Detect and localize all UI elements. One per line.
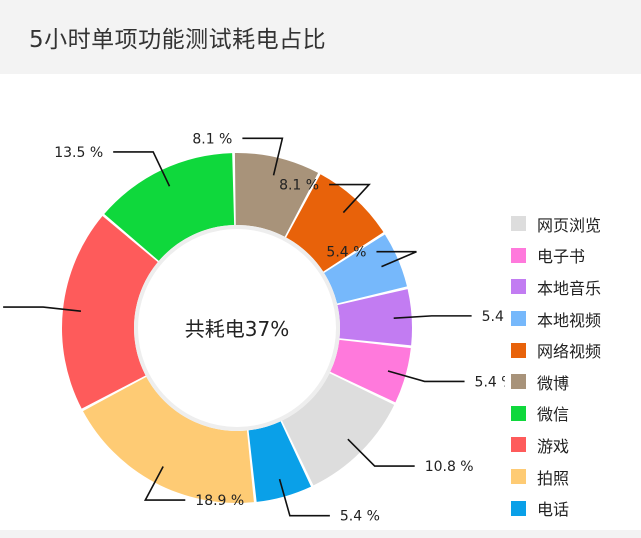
leader-line-网络视频	[329, 183, 371, 214]
bottom-divider	[0, 530, 641, 538]
legend-label: 电话	[537, 500, 570, 520]
leader-lines-layer	[3, 137, 472, 517]
slice-游戏[interactable]	[62, 216, 158, 409]
data-label-微博: 8.1 %	[192, 131, 232, 147]
legend-swatch	[511, 311, 526, 327]
data-label-电子书: 5.4 %	[475, 374, 505, 390]
chart-legend: 网页浏览电子书本地音乐本地视频网络视频微博微信游戏拍照电话	[511, 208, 639, 524]
leader-line-本地音乐	[393, 315, 472, 320]
legend-swatch	[511, 247, 526, 263]
legend-swatch	[511, 469, 526, 485]
legend-swatch	[511, 500, 526, 516]
legend-item-微信[interactable]: 微信	[511, 398, 639, 430]
legend-item-电子书[interactable]: 电子书	[511, 240, 639, 272]
data-labels-layer: 5.4 % 10.8 % 5.4 % 5.4 % 5.4 % 8.1 % 8.1 % 13.5…	[54, 131, 505, 525]
center-label: 共耗电37%	[185, 317, 289, 341]
leader-line-微博	[242, 137, 284, 176]
leader-line-游戏	[3, 306, 81, 312]
legend-label: 本地视频	[537, 310, 602, 330]
header-bar: 5小时单项功能测试耗电占比	[0, 0, 641, 74]
slice-网页浏览[interactable]	[282, 373, 395, 486]
data-label-网络视频: 8.1 %	[279, 178, 319, 194]
slice-本地音乐[interactable]	[337, 289, 412, 346]
leader-line-网页浏览	[347, 438, 415, 467]
slice-电话[interactable]	[248, 421, 311, 502]
data-label-网页浏览: 10.8 %	[425, 459, 474, 475]
legend-label: 本地音乐	[537, 278, 602, 298]
legend-label: 网络视频	[537, 342, 602, 362]
legend-swatch	[511, 342, 526, 358]
legend-swatch	[511, 374, 526, 390]
legend-label: 微博	[537, 373, 570, 393]
slice-微信[interactable]	[104, 153, 235, 261]
legend-label: 拍照	[537, 468, 570, 488]
legend-swatch	[511, 405, 526, 421]
data-label-本地音乐: 5.4 %	[482, 309, 505, 325]
leader-line-电话	[278, 478, 330, 517]
donut-hole	[134, 225, 340, 431]
legend-item-电话[interactable]: 电话	[511, 492, 639, 524]
data-label-拍照: 18.9 %	[195, 493, 244, 509]
legend-label: 电子书	[537, 247, 586, 267]
legend-label: 微信	[537, 405, 570, 425]
leader-line-微信	[113, 151, 171, 187]
donut-chart: 5.4 % 10.8 % 5.4 % 5.4 % 5.4 % 8.1 % 8.1 % 13.5…	[3, 131, 505, 525]
leader-line-拍照	[143, 466, 186, 501]
slices-layer	[62, 153, 412, 503]
data-label-微信: 13.5 %	[54, 145, 103, 161]
legend-item-拍照[interactable]: 拍照	[511, 461, 639, 493]
legend-label: 游戏	[537, 436, 570, 456]
legend-swatch	[511, 437, 526, 453]
data-label-电话: 5.4 %	[340, 509, 380, 525]
legend-item-本地视频[interactable]: 本地视频	[511, 303, 639, 335]
legend-label: 网页浏览	[537, 215, 602, 235]
leader-line-电子书	[387, 370, 465, 383]
slice-微博[interactable]	[234, 153, 319, 237]
legend-item-网络视频[interactable]: 网络视频	[511, 334, 639, 366]
slice-网络视频[interactable]	[286, 174, 384, 272]
data-label-本地视频: 5.4 %	[326, 245, 366, 261]
legend-item-游戏[interactable]: 游戏	[511, 429, 639, 461]
legend-item-网页浏览[interactable]: 网页浏览	[511, 208, 639, 240]
legend-item-微博[interactable]: 微博	[511, 366, 639, 398]
legend-swatch	[511, 279, 526, 295]
slice-电子书[interactable]	[330, 339, 411, 403]
leader-line-本地视频	[376, 250, 417, 268]
legend-item-本地音乐[interactable]: 本地音乐	[511, 271, 639, 303]
slice-拍照[interactable]	[82, 376, 254, 503]
page-title: 5小时单项功能测试耗电占比	[29, 27, 327, 53]
legend-swatch	[511, 216, 526, 232]
